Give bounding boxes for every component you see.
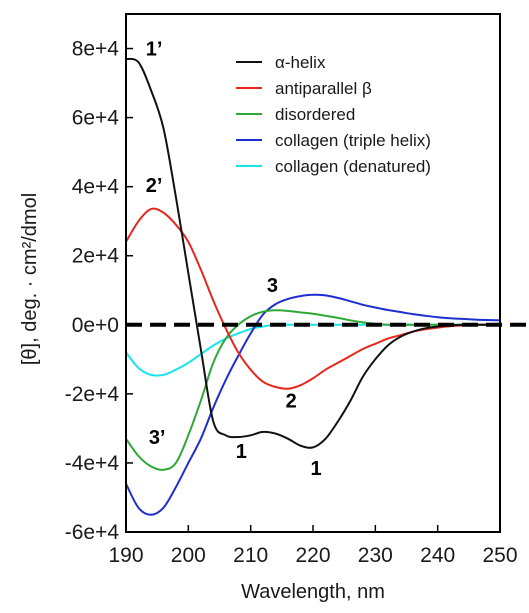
annotations-layer: 1’ 2’ 3 2 3’ 1 1 xyxy=(146,38,322,480)
legend-label: collagen (denatured) xyxy=(275,157,431,176)
ticks-layer: 190 200 210 220 230 240 250 8e+4 6e+4 4e+4 2e+4 0e+… xyxy=(65,38,518,567)
y-axis-label: [θ], deg. · cm²/dmol xyxy=(19,193,41,365)
legend-label: disordered xyxy=(275,105,355,124)
x-tick-label: 220 xyxy=(295,544,330,567)
legend-label: antiparallel β xyxy=(275,79,372,98)
legend: α-helix antiparallel β disordered collagen … xyxy=(236,53,431,176)
series-layer xyxy=(126,57,500,516)
x-tick-label: 190 xyxy=(108,544,143,567)
peak-annotation: 2 xyxy=(286,391,297,413)
series-line-antiparallel xyxy=(126,207,500,390)
x-tick-label: 250 xyxy=(482,544,517,567)
y-tick-label: 8e+4 xyxy=(72,38,120,61)
series-line-collagen-triple-helix xyxy=(126,293,500,516)
peak-annotation: 1 xyxy=(236,441,247,463)
legend-label: α-helix xyxy=(275,53,326,72)
y-tick-label: -6e+4 xyxy=(65,521,120,544)
x-tick-label: 210 xyxy=(233,544,268,567)
series-line-disordered xyxy=(126,309,500,471)
y-tick-label: -4e+4 xyxy=(65,452,120,475)
peak-annotation: 3’ xyxy=(149,427,166,449)
y-tick-label: 4e+4 xyxy=(72,176,120,199)
y-tick-label: 2e+4 xyxy=(72,245,120,268)
peak-annotation: 2’ xyxy=(146,175,163,197)
x-tick-label: 240 xyxy=(420,544,455,567)
y-tick-label: 6e+4 xyxy=(72,107,120,130)
peak-annotation: 1’ xyxy=(146,38,163,60)
peak-annotation: 3 xyxy=(267,275,278,297)
x-axis-label: Wavelength, nm xyxy=(241,581,385,603)
x-tick-label: 200 xyxy=(171,544,206,567)
legend-label: collagen (triple helix) xyxy=(275,131,431,150)
y-tick-label: -2e+4 xyxy=(65,383,120,406)
x-tick-label: 230 xyxy=(358,544,393,567)
y-tick-label: 0e+0 xyxy=(72,314,119,337)
series-line-helix xyxy=(126,57,500,449)
peak-annotation: 1 xyxy=(311,458,322,480)
